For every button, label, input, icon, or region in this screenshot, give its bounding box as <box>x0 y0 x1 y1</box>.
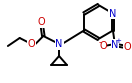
Text: O: O <box>99 41 107 50</box>
Text: N: N <box>109 8 117 19</box>
Text: N: N <box>55 39 63 49</box>
Text: N: N <box>111 40 119 49</box>
Text: O: O <box>37 17 45 27</box>
Text: O: O <box>28 39 35 49</box>
Text: -: - <box>98 38 101 47</box>
Text: O: O <box>124 42 131 51</box>
Text: +: + <box>115 38 121 44</box>
